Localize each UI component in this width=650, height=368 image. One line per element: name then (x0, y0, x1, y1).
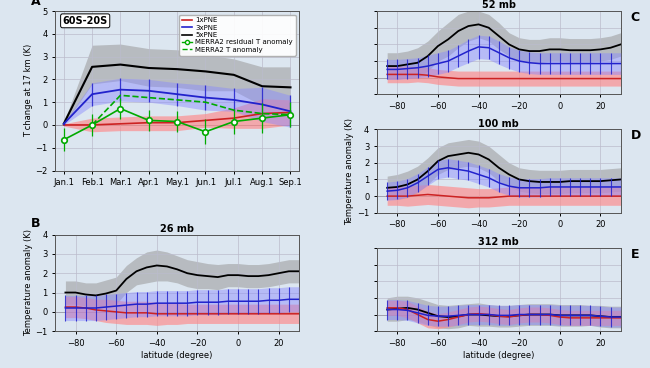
Text: B: B (31, 217, 40, 230)
Y-axis label: T change at 17 km (K): T change at 17 km (K) (23, 44, 32, 137)
Title: 312 mb: 312 mb (478, 237, 519, 247)
Text: 60S-20S: 60S-20S (62, 16, 108, 26)
X-axis label: latitude (degree): latitude (degree) (463, 351, 534, 360)
X-axis label: latitude (degree): latitude (degree) (142, 351, 213, 360)
Text: D: D (630, 130, 641, 142)
Y-axis label: Temperature anomaly (K): Temperature anomaly (K) (345, 118, 354, 224)
Text: C: C (630, 11, 640, 24)
Text: E: E (630, 248, 639, 261)
Y-axis label: Temperature anomaly (K): Temperature anomaly (K) (23, 229, 32, 336)
Title: 26 mb: 26 mb (160, 224, 194, 234)
Title: 52 mb: 52 mb (482, 0, 516, 10)
Text: A: A (31, 0, 40, 8)
Title: 100 mb: 100 mb (478, 118, 519, 129)
Legend: 1xPNE, 3xPNE, 5xPNE, MERRA2 residual T anomaly, MERRA2 T anomaly: 1xPNE, 3xPNE, 5xPNE, MERRA2 residual T a… (179, 14, 296, 56)
